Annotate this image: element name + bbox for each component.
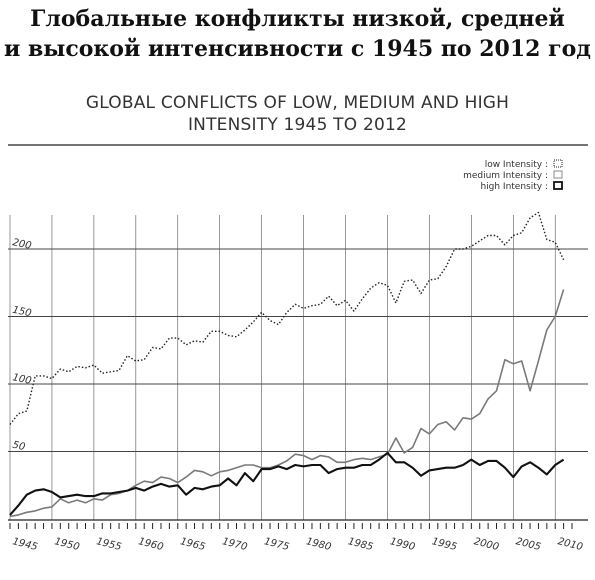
- x-tick-label-2000: 2000: [473, 536, 500, 553]
- title-ru-line-2: и высокой интенсивности с 1945 по 2012 г…: [4, 36, 591, 62]
- x-tick-label-1980: 1980: [305, 536, 332, 553]
- chart-title: GLOBAL CONFLICTS OF LOW, MEDIUM AND HIGH…: [0, 92, 595, 136]
- x-tick-label-1970: 1970: [221, 536, 248, 553]
- legend-swatch-medium: [553, 170, 563, 179]
- x-tick-label-1965: 1965: [179, 536, 206, 553]
- x-tick-label-1955: 1955: [95, 536, 122, 553]
- legend-label-low: low Intensity :: [485, 160, 548, 170]
- chart-title-line-1: GLOBAL CONFLICTS OF LOW, MEDIUM AND HIGH: [85, 93, 510, 113]
- legend-swatch-high: [553, 181, 563, 190]
- x-tick-label-1990: 1990: [389, 536, 416, 553]
- page-title-ru: Глобальные конфликты низкой, средней и в…: [0, 4, 595, 64]
- x-tick-label-2010: 2010: [556, 536, 583, 553]
- legend-label-high: high Intensity :: [480, 182, 548, 192]
- legend-label-medium: medium Intensity :: [463, 171, 548, 181]
- x-tick-label-1985: 1985: [347, 536, 374, 553]
- y-tick-label-200: 200: [11, 237, 32, 252]
- series-group: [9, 211, 565, 518]
- series-line-high-intensity: [9, 451, 565, 516]
- title-ru-line-1: Глобальные конфликты низкой, средней: [30, 6, 565, 32]
- y-tick-label-50: 50: [11, 440, 26, 453]
- y-tick-label-150: 150: [11, 305, 32, 320]
- chart-title-line-2: INTENSITY 1945 TO 2012: [187, 115, 408, 135]
- legend-swatch-low: [553, 159, 563, 168]
- x-tick-label-1960: 1960: [137, 536, 164, 553]
- x-tick-label-1950: 1950: [53, 536, 80, 553]
- axes: 50 100 150 200 1945 1950 1955 1960 1965 1970 1975 1…: [8, 237, 588, 553]
- line-chart: 50 100 150 200 1945 1950 1955 1960 1965 1970 1975 1…: [8, 144, 588, 553]
- grid: [8, 144, 588, 520]
- y-tick-label-100: 100: [11, 372, 32, 387]
- legend: low Intensity :medium Intensity :high In…: [463, 159, 563, 192]
- x-tick-label-1975: 1975: [263, 536, 290, 553]
- x-tick-label-1995: 1995: [431, 536, 458, 553]
- x-tick-label-1945: 1945: [11, 536, 38, 553]
- x-tick-label-2005: 2005: [515, 536, 542, 553]
- series-line-low-intensity: [9, 211, 565, 425]
- series-line-medium-intensity: [9, 289, 565, 518]
